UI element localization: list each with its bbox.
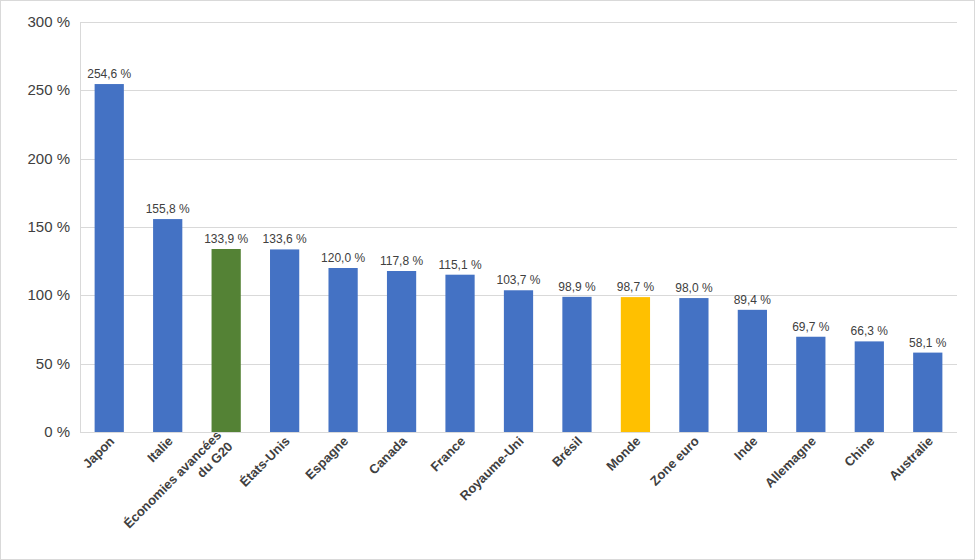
y-tick-label: 300 %	[27, 13, 70, 30]
bar	[445, 275, 474, 432]
bar	[679, 298, 708, 432]
x-tick-label: Chine	[841, 434, 877, 470]
x-tick-label: Zone euro	[647, 433, 702, 488]
x-tick-label: Économies avancéesdu G20	[121, 428, 236, 543]
x-tick-label: États-Unis	[237, 434, 293, 490]
grid-line	[80, 159, 957, 160]
data-label: 58,1 %	[909, 336, 947, 350]
x-tick-label: Canada	[366, 433, 410, 477]
grid-line	[80, 432, 957, 433]
x-tick-label: Inde	[731, 434, 761, 464]
x-axis-line	[80, 432, 957, 433]
x-tick-label: Royaume-Uni	[457, 434, 527, 504]
data-label: 98,0 %	[675, 281, 713, 295]
grid	[80, 23, 957, 433]
grid-line	[80, 90, 957, 91]
y-axis: 0 % 50 % 100 % 150 % 200 % 250 % 300 %	[27, 13, 70, 440]
data-labels: 254,6 % 155,8 % 133,9 % 133,6 % 120,0 % 117,8…	[87, 67, 947, 350]
bar	[913, 353, 942, 432]
chart-container: 0 % 50 % 100 % 150 % 200 % 250 % 300 % 254,6 % 1…	[0, 0, 975, 560]
data-label: 115,1 %	[438, 258, 481, 272]
y-tick-label: 250 %	[27, 81, 70, 98]
y-tick-label: 200 %	[27, 150, 70, 167]
x-tick-label: Monde	[603, 434, 643, 474]
bar	[855, 341, 884, 432]
data-label: 98,9 %	[558, 280, 596, 294]
x-tick-label: Espagne	[302, 434, 351, 483]
x-tick-label: Allemagne	[762, 434, 819, 491]
data-label: 254,6 %	[87, 67, 131, 81]
data-label: 98,7 %	[617, 280, 655, 294]
bar	[328, 268, 357, 432]
data-label: 133,6 %	[263, 232, 307, 246]
data-label: 133,9 %	[204, 232, 248, 246]
data-label: 120,0 %	[321, 251, 365, 265]
data-label: 89,4 %	[734, 293, 772, 307]
bar	[153, 219, 182, 432]
bar	[212, 249, 241, 432]
data-label: 117,8 %	[380, 254, 423, 268]
bar	[738, 310, 767, 432]
x-tick-label: France	[427, 434, 468, 475]
y-tick-label: 0 %	[44, 423, 70, 440]
x-tick-label: Australie	[886, 434, 936, 484]
bar	[562, 297, 591, 432]
x-tick-label: Italie	[144, 434, 176, 466]
bar	[95, 84, 124, 432]
chart-border	[1, 1, 975, 560]
grid-line	[80, 227, 957, 228]
y-tick-label: 50 %	[36, 355, 70, 372]
bar	[621, 297, 650, 432]
bar	[387, 271, 416, 432]
x-axis: Japon ItalieÉconomies avancéesdu G20États…	[80, 428, 936, 543]
data-label: 69,7 %	[792, 320, 830, 334]
y-axis-line	[80, 22, 81, 432]
data-label: 103,7 %	[496, 273, 540, 287]
bar	[270, 249, 299, 432]
bar	[796, 337, 825, 432]
bars	[95, 84, 943, 432]
x-tick-label: Japon	[80, 433, 118, 471]
y-tick-label: 150 %	[27, 218, 70, 235]
grid-line	[80, 22, 957, 23]
data-label: 66,3 %	[851, 324, 889, 338]
y-tick-label: 100 %	[27, 286, 70, 303]
chart-svg: 0 % 50 % 100 % 150 % 200 % 250 % 300 % 254,6 % 1…	[0, 0, 975, 560]
bar	[504, 290, 533, 432]
x-tick-label: Brésil	[549, 434, 585, 470]
data-label: 155,8 %	[146, 202, 190, 216]
